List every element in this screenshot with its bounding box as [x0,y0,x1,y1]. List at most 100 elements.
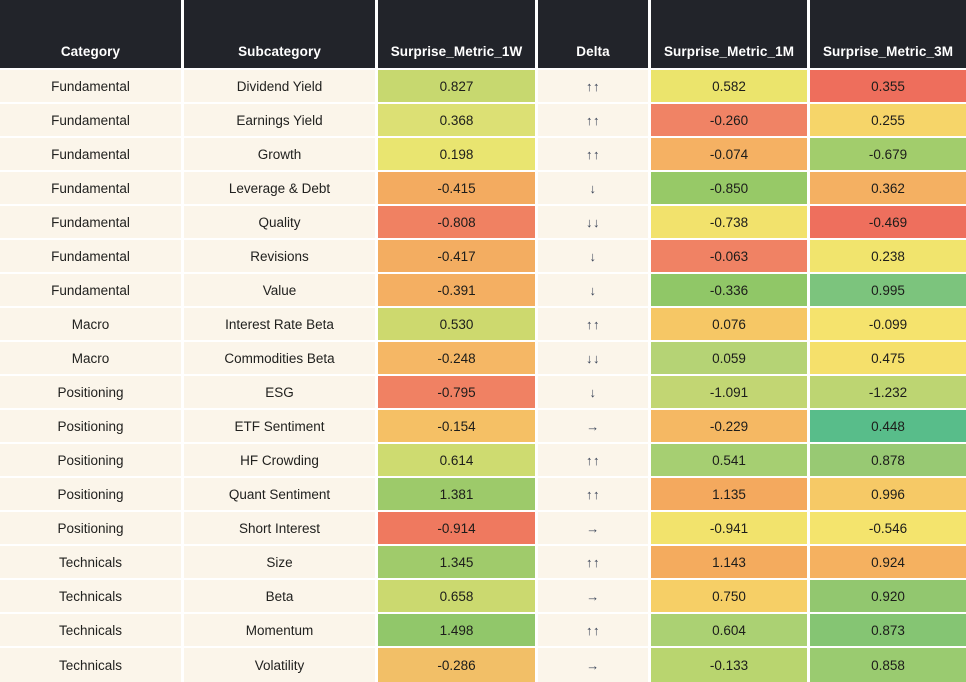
delta-cell: ↑↑ [538,444,648,476]
metric-1w-cell: 0.198 [378,138,535,170]
metric-3m-cell: 0.238 [810,240,966,272]
metric-3m-cell: 0.448 [810,410,966,442]
category-cell: Fundamental [0,172,181,204]
subcategory-cell: Leverage & Debt [184,172,375,204]
delta-cell: ↑↑ [538,104,648,136]
subcategory-cell: Volatility [184,648,375,682]
subcategory-cell: Quant Sentiment [184,478,375,510]
metric-1w-cell: -0.391 [378,274,535,306]
metric-3m-cell: 0.920 [810,580,966,612]
metric-1m-cell: -0.336 [651,274,807,306]
metric-1m-cell: 0.541 [651,444,807,476]
metric-3m-cell: 0.878 [810,444,966,476]
metric-1m-cell: 1.135 [651,478,807,510]
subcategory-cell: Quality [184,206,375,238]
category-cell: Technicals [0,580,181,612]
subcategory-cell: HF Crowding [184,444,375,476]
metric-1w-cell: -0.154 [378,410,535,442]
metric-1m-cell: -0.260 [651,104,807,136]
metric-1w-cell: -0.808 [378,206,535,238]
subcategory-cell: Growth [184,138,375,170]
metric-3m-cell: -1.232 [810,376,966,408]
category-cell: Fundamental [0,138,181,170]
metric-1m-cell: 0.604 [651,614,807,646]
delta-cell: ↑↑ [538,308,648,340]
metric-1w-cell: -0.415 [378,172,535,204]
metric-3m-cell: -0.469 [810,206,966,238]
metric-3m-cell: 0.255 [810,104,966,136]
metric-1w-cell: -0.914 [378,512,535,544]
metric-1m-cell: 0.059 [651,342,807,374]
metric-1w-cell: 1.381 [378,478,535,510]
metric-3m-cell: 0.362 [810,172,966,204]
metric-3m-cell: -0.099 [810,308,966,340]
metric-1m-cell: -0.133 [651,648,807,682]
metric-1w-cell: -0.417 [378,240,535,272]
metric-1m-cell: -0.229 [651,410,807,442]
metric-1w-cell: 0.614 [378,444,535,476]
metric-1w-cell: 0.827 [378,70,535,102]
metric-1w-cell: -0.795 [378,376,535,408]
subcategory-cell: Beta [184,580,375,612]
category-cell: Technicals [0,546,181,578]
delta-cell: → [538,512,648,544]
subcategory-cell: Short Interest [184,512,375,544]
category-cell: Positioning [0,478,181,510]
delta-cell: ↑↑ [538,478,648,510]
category-cell: Fundamental [0,240,181,272]
column-header-surprise-metric-1m: Surprise_Metric_1M [651,0,807,68]
column-header-subcategory: Subcategory [184,0,375,68]
delta-cell: ↓↓ [538,342,648,374]
category-cell: Positioning [0,410,181,442]
metric-1m-cell: 0.750 [651,580,807,612]
metric-1w-cell: 1.345 [378,546,535,578]
subcategory-cell: Interest Rate Beta [184,308,375,340]
category-cell: Fundamental [0,70,181,102]
metric-1w-cell: -0.286 [378,648,535,682]
metric-1w-cell: 1.498 [378,614,535,646]
column-header-surprise-metric-3m: Surprise_Metric_3M [810,0,966,68]
subcategory-cell: Momentum [184,614,375,646]
metric-1m-cell: -0.063 [651,240,807,272]
metric-1m-cell: -0.850 [651,172,807,204]
subcategory-cell: ETF Sentiment [184,410,375,442]
category-cell: Positioning [0,444,181,476]
metric-3m-cell: 0.475 [810,342,966,374]
metric-3m-cell: 0.873 [810,614,966,646]
delta-cell: ↓ [538,172,648,204]
subcategory-cell: Earnings Yield [184,104,375,136]
column-header-delta: Delta [538,0,648,68]
subcategory-cell: Dividend Yield [184,70,375,102]
metric-3m-cell: 0.355 [810,70,966,102]
delta-cell: → [538,580,648,612]
category-cell: Fundamental [0,206,181,238]
delta-cell: ↑↑ [538,138,648,170]
delta-cell: ↓ [538,240,648,272]
metric-1m-cell: -0.738 [651,206,807,238]
metric-3m-cell: 0.996 [810,478,966,510]
metric-1m-cell: -0.074 [651,138,807,170]
category-cell: Fundamental [0,274,181,306]
category-cell: Macro [0,342,181,374]
metric-1m-cell: 0.582 [651,70,807,102]
category-cell: Positioning [0,376,181,408]
metric-3m-cell: 0.858 [810,648,966,682]
category-cell: Positioning [0,512,181,544]
metric-1w-cell: 0.658 [378,580,535,612]
metric-3m-cell: 0.995 [810,274,966,306]
delta-cell: → [538,648,648,682]
metric-1w-cell: 0.368 [378,104,535,136]
subcategory-cell: Value [184,274,375,306]
metric-1m-cell: 0.076 [651,308,807,340]
subcategory-cell: Revisions [184,240,375,272]
subcategory-cell: ESG [184,376,375,408]
delta-cell: ↓↓ [538,206,648,238]
column-header-surprise-metric-1w: Surprise_Metric_1W [378,0,535,68]
delta-cell: ↑↑ [538,70,648,102]
delta-cell: → [538,410,648,442]
metric-1m-cell: 1.143 [651,546,807,578]
metric-1m-cell: -0.941 [651,512,807,544]
delta-cell: ↓ [538,376,648,408]
subcategory-cell: Commodities Beta [184,342,375,374]
